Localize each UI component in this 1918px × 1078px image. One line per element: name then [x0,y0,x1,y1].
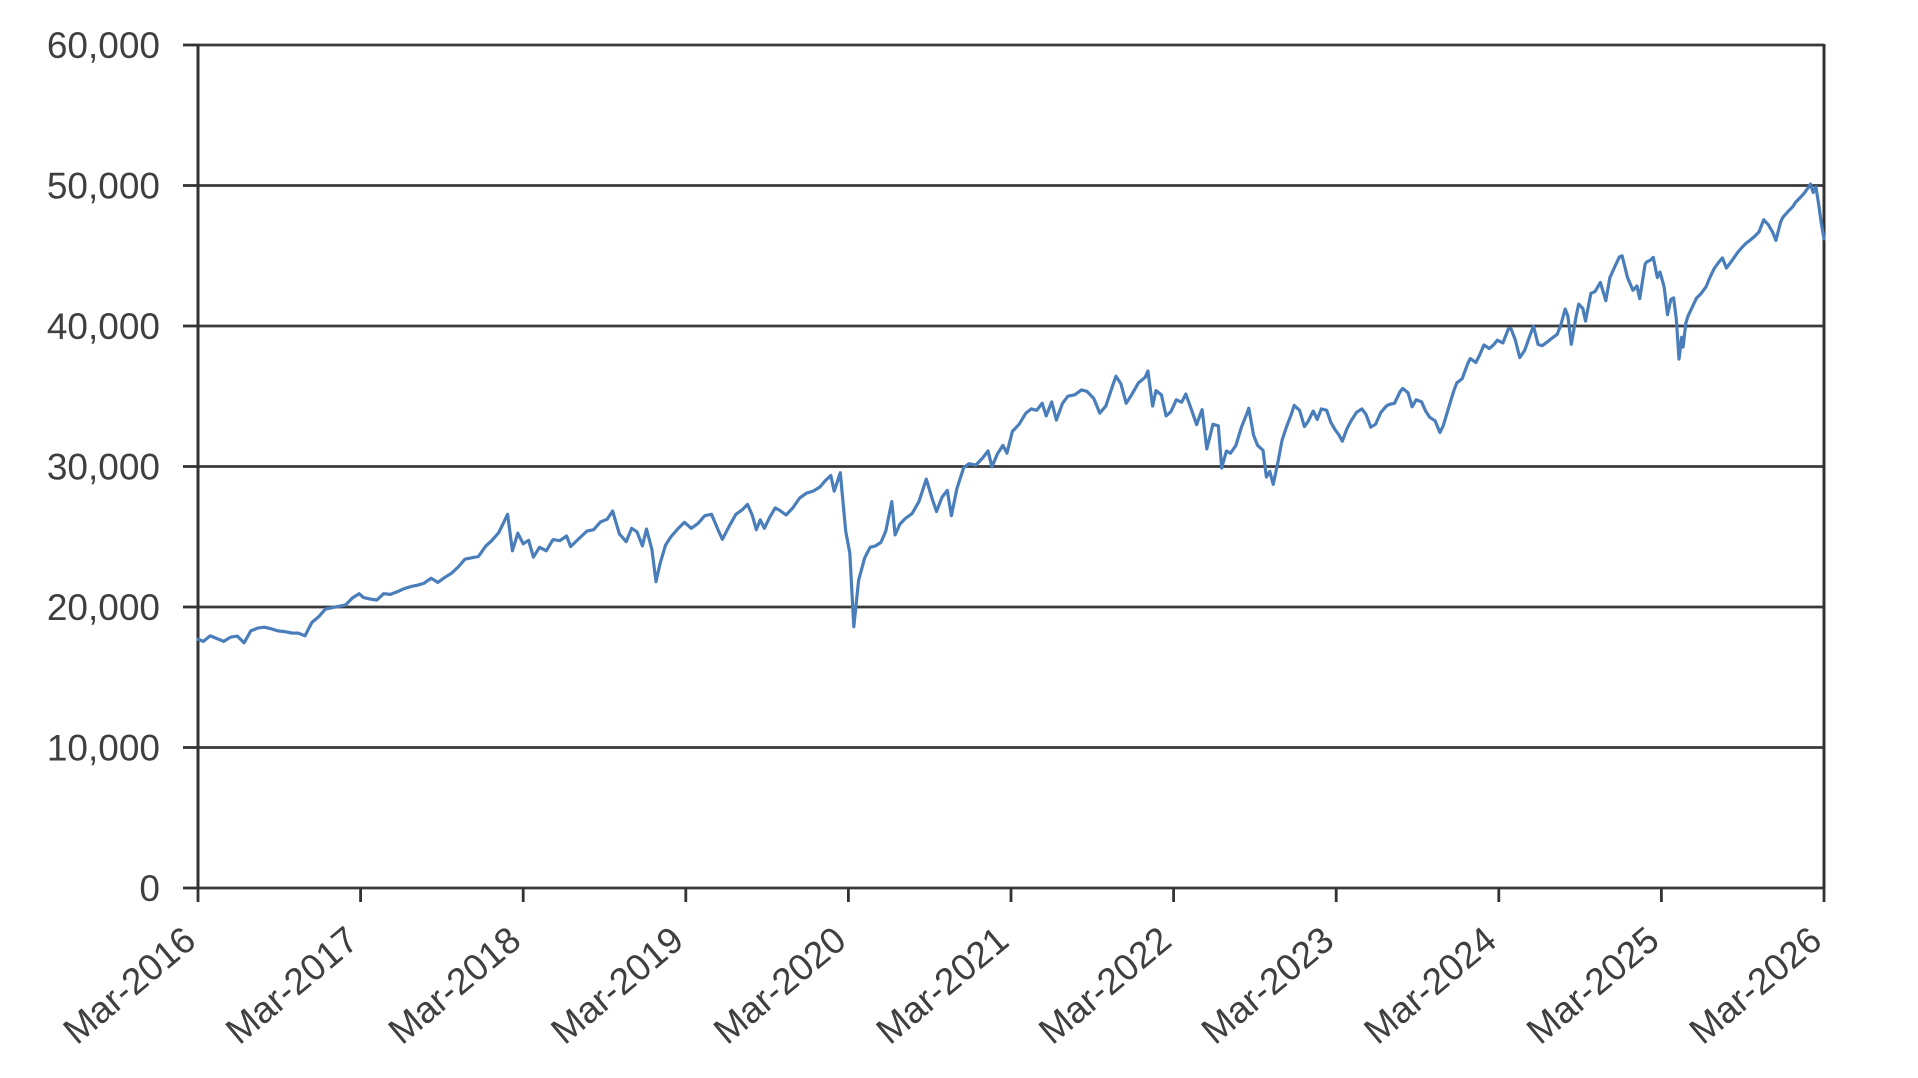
x-tick-label: Mar-2025 [1519,919,1667,1052]
x-tick-label: Mar-2017 [218,919,366,1052]
y-tick-label: 60,000 [47,25,160,66]
x-tick-label: Mar-2018 [381,919,529,1052]
x-tick-label: Mar-2020 [706,919,854,1052]
y-tick-label: 50,000 [47,166,160,207]
x-tick-label: Mar-2023 [1194,919,1342,1052]
x-tick-label: Mar-2016 [55,919,203,1052]
x-tick-label: Mar-2021 [868,919,1016,1052]
series-line [196,182,1826,645]
y-tick-label: 0 [139,868,160,909]
x-tick-label: Mar-2024 [1356,919,1504,1052]
y-tick-label: 20,000 [47,587,160,628]
x-tick-label: Mar-2026 [1681,919,1829,1052]
x-tick-label: Mar-2022 [1031,919,1179,1052]
y-tick-label: 40,000 [47,306,160,347]
y-tick-label: 10,000 [47,728,160,769]
x-tick-label: Mar-2019 [543,919,691,1052]
y-tick-label: 30,000 [47,447,160,488]
